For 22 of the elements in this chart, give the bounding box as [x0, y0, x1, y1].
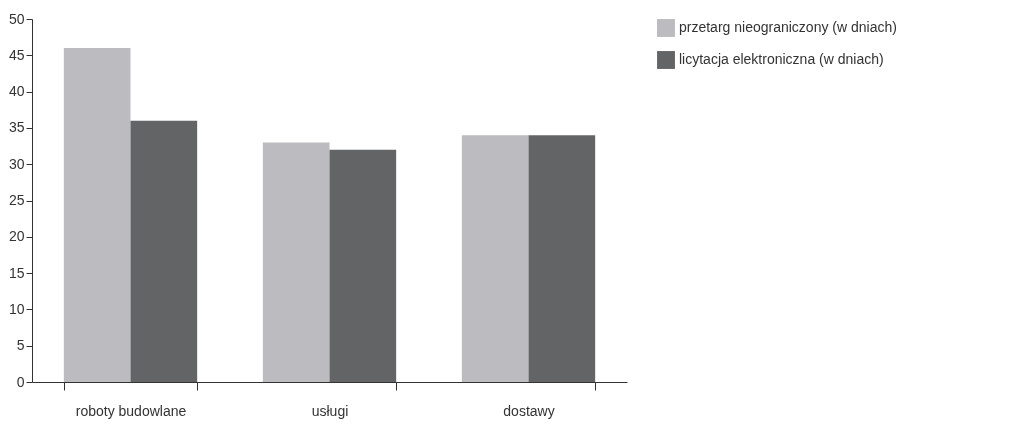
y-tick-label: 15 [8, 264, 25, 281]
legend-label: licytacja elektroniczna (w dniach) [679, 51, 884, 67]
y-tick-label: 45 [8, 46, 25, 63]
bar [63, 48, 131, 382]
bar [461, 135, 529, 382]
bar [528, 135, 596, 382]
y-tick-label: 20 [8, 228, 25, 245]
x-tick-label: dostawy [503, 402, 555, 419]
y-tick-label: 40 [8, 83, 25, 100]
y-tick-label: 0 [16, 373, 25, 390]
bar [329, 149, 397, 382]
y-tick-label: 10 [8, 300, 25, 317]
bar [130, 120, 198, 382]
bar [262, 142, 330, 382]
legend-label: przetarg nieograniczony (w dniach) [679, 19, 897, 35]
y-tick-label: 30 [8, 155, 25, 172]
x-tick-label: roboty budowlane [75, 402, 187, 419]
x-tick-label: usługi [311, 402, 349, 419]
y-tick-label: 5 [16, 337, 25, 354]
y-tick-label: 50 [8, 10, 25, 27]
y-tick-label: 25 [8, 192, 25, 208]
y-tick-label: 35 [8, 119, 25, 136]
